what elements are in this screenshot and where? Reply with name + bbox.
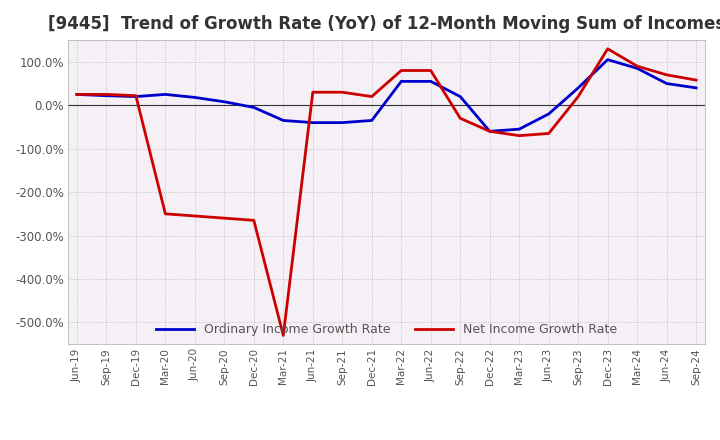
Ordinary Income Growth Rate — [515, 126, 523, 132]
Ordinary Income Growth Rate — [574, 85, 582, 91]
Net Income Growth Rate — [544, 131, 553, 136]
Net Income Growth Rate — [633, 63, 642, 69]
Ordinary Income Growth Rate — [544, 111, 553, 117]
Ordinary Income Growth Rate — [367, 118, 376, 123]
Line: Ordinary Income Growth Rate: Ordinary Income Growth Rate — [77, 60, 696, 131]
Net Income Growth Rate — [662, 72, 671, 77]
Line: Net Income Growth Rate: Net Income Growth Rate — [77, 49, 696, 335]
Net Income Growth Rate — [220, 216, 229, 221]
Net Income Growth Rate — [102, 92, 111, 97]
Net Income Growth Rate — [308, 90, 317, 95]
Net Income Growth Rate — [603, 46, 612, 51]
Net Income Growth Rate — [456, 116, 464, 121]
Net Income Growth Rate — [338, 90, 346, 95]
Ordinary Income Growth Rate — [73, 92, 81, 97]
Ordinary Income Growth Rate — [308, 120, 317, 125]
Ordinary Income Growth Rate — [485, 128, 494, 134]
Title: [9445]  Trend of Growth Rate (YoY) of 12-Month Moving Sum of Incomes: [9445] Trend of Growth Rate (YoY) of 12-… — [48, 15, 720, 33]
Net Income Growth Rate — [426, 68, 435, 73]
Ordinary Income Growth Rate — [250, 105, 258, 110]
Net Income Growth Rate — [191, 213, 199, 219]
Ordinary Income Growth Rate — [456, 94, 464, 99]
Net Income Growth Rate — [250, 218, 258, 223]
Ordinary Income Growth Rate — [603, 57, 612, 62]
Net Income Growth Rate — [132, 93, 140, 98]
Ordinary Income Growth Rate — [132, 94, 140, 99]
Ordinary Income Growth Rate — [633, 66, 642, 71]
Ordinary Income Growth Rate — [161, 92, 170, 97]
Net Income Growth Rate — [574, 94, 582, 99]
Net Income Growth Rate — [73, 92, 81, 97]
Ordinary Income Growth Rate — [220, 99, 229, 104]
Ordinary Income Growth Rate — [338, 120, 346, 125]
Net Income Growth Rate — [161, 211, 170, 216]
Net Income Growth Rate — [279, 333, 287, 338]
Ordinary Income Growth Rate — [662, 81, 671, 86]
Net Income Growth Rate — [515, 133, 523, 138]
Net Income Growth Rate — [397, 68, 405, 73]
Ordinary Income Growth Rate — [279, 118, 287, 123]
Legend: Ordinary Income Growth Rate, Net Income Growth Rate: Ordinary Income Growth Rate, Net Income … — [151, 318, 622, 341]
Net Income Growth Rate — [485, 128, 494, 134]
Net Income Growth Rate — [692, 77, 701, 83]
Ordinary Income Growth Rate — [426, 79, 435, 84]
Ordinary Income Growth Rate — [397, 79, 405, 84]
Ordinary Income Growth Rate — [692, 85, 701, 91]
Net Income Growth Rate — [367, 94, 376, 99]
Ordinary Income Growth Rate — [191, 95, 199, 100]
Ordinary Income Growth Rate — [102, 93, 111, 98]
